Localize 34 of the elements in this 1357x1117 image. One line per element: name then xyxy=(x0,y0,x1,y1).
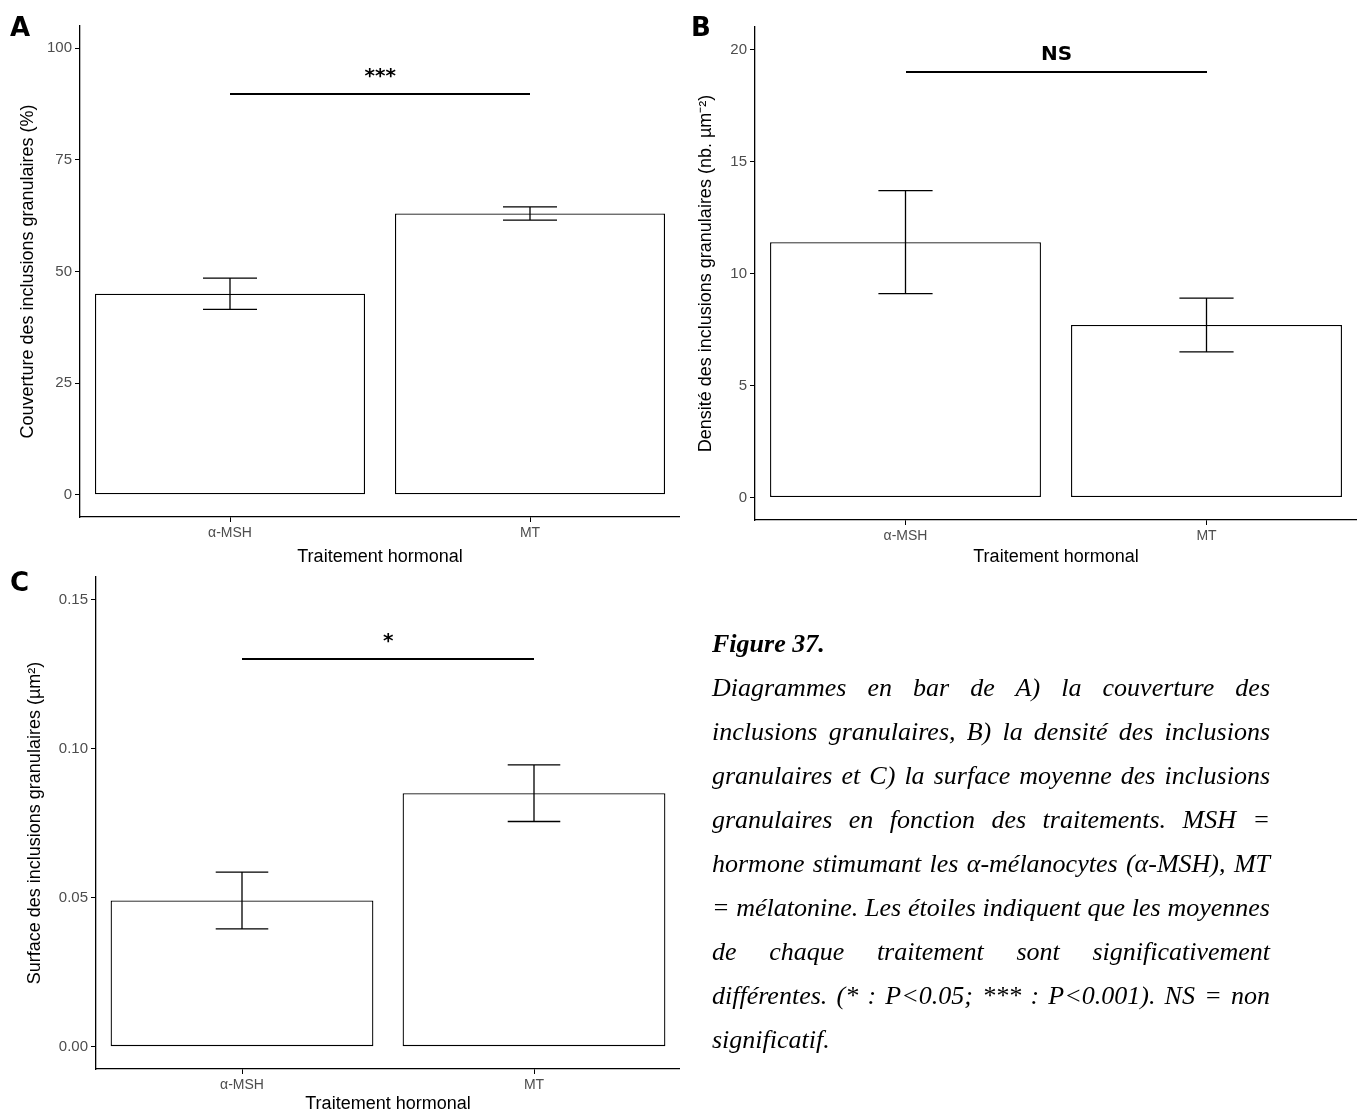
y-axis-title: Surface des inclusions granulaires (µm²) xyxy=(23,661,44,985)
chart-title: B xyxy=(691,12,711,42)
y-tick-label: 0.00 xyxy=(58,1036,88,1054)
x-tick-label: α-MSH xyxy=(208,524,252,541)
annotation: *** xyxy=(364,63,396,87)
y-tick-label: 5 xyxy=(738,375,747,393)
y-tick-label: 25 xyxy=(55,373,72,391)
chart-title: A xyxy=(10,12,31,42)
annotation: * xyxy=(383,628,394,652)
chart-title: C xyxy=(10,567,30,597)
x-tick-label: α-MSH xyxy=(883,527,928,544)
x-tick-label: α-MSH xyxy=(220,1076,264,1093)
y-axis-title: Densité des inclusions granulaires (nb. µm⁻²) xyxy=(694,94,715,453)
annotation: NS xyxy=(1041,41,1073,65)
x-tick-label: MT xyxy=(1196,527,1218,544)
x-tick-label: MT xyxy=(523,1076,545,1093)
y-tick-label: 0.10 xyxy=(58,738,88,756)
text: Diagrammes en bar de A) la couverture des inclusions granulaires, B) la densité des inclusions granulaires et C) la surface moyenne des inclusions granulaires en fonction des traitements. MSH = hormone stimumant les α-mélanocytes (α-MSH), MT = mélatonine. Les étoiles indiquent que les moyennes de chaque traitement sont significativement différentes. (* : P<0.05; *** : P<0.001). NS = non significatif. xyxy=(712,673,1270,1054)
y-tick-label: 20 xyxy=(730,39,747,57)
y-tick-label: 75 xyxy=(55,150,72,168)
y-tick-label: 10 xyxy=(730,263,747,281)
x-axis-title: Traitement hormonal xyxy=(305,1093,471,1114)
y-tick-label: 0 xyxy=(738,487,747,505)
text: Figure 37. xyxy=(712,628,826,660)
y-axis-title: Couverture des inclusions granulaires (%) xyxy=(16,104,37,439)
x-axis-title: Traitement hormonal xyxy=(297,546,463,567)
y-tick-label: 15 xyxy=(730,151,747,169)
y-tick-label: 0.05 xyxy=(58,887,88,905)
y-tick-label: 50 xyxy=(55,261,72,279)
x-axis-title: Traitement hormonal xyxy=(973,546,1139,567)
y-tick-label: 0 xyxy=(63,484,72,502)
y-tick-label: 100 xyxy=(46,38,72,56)
y-tick-label: 0.15 xyxy=(58,589,88,607)
x-tick-label: MT xyxy=(519,524,541,541)
